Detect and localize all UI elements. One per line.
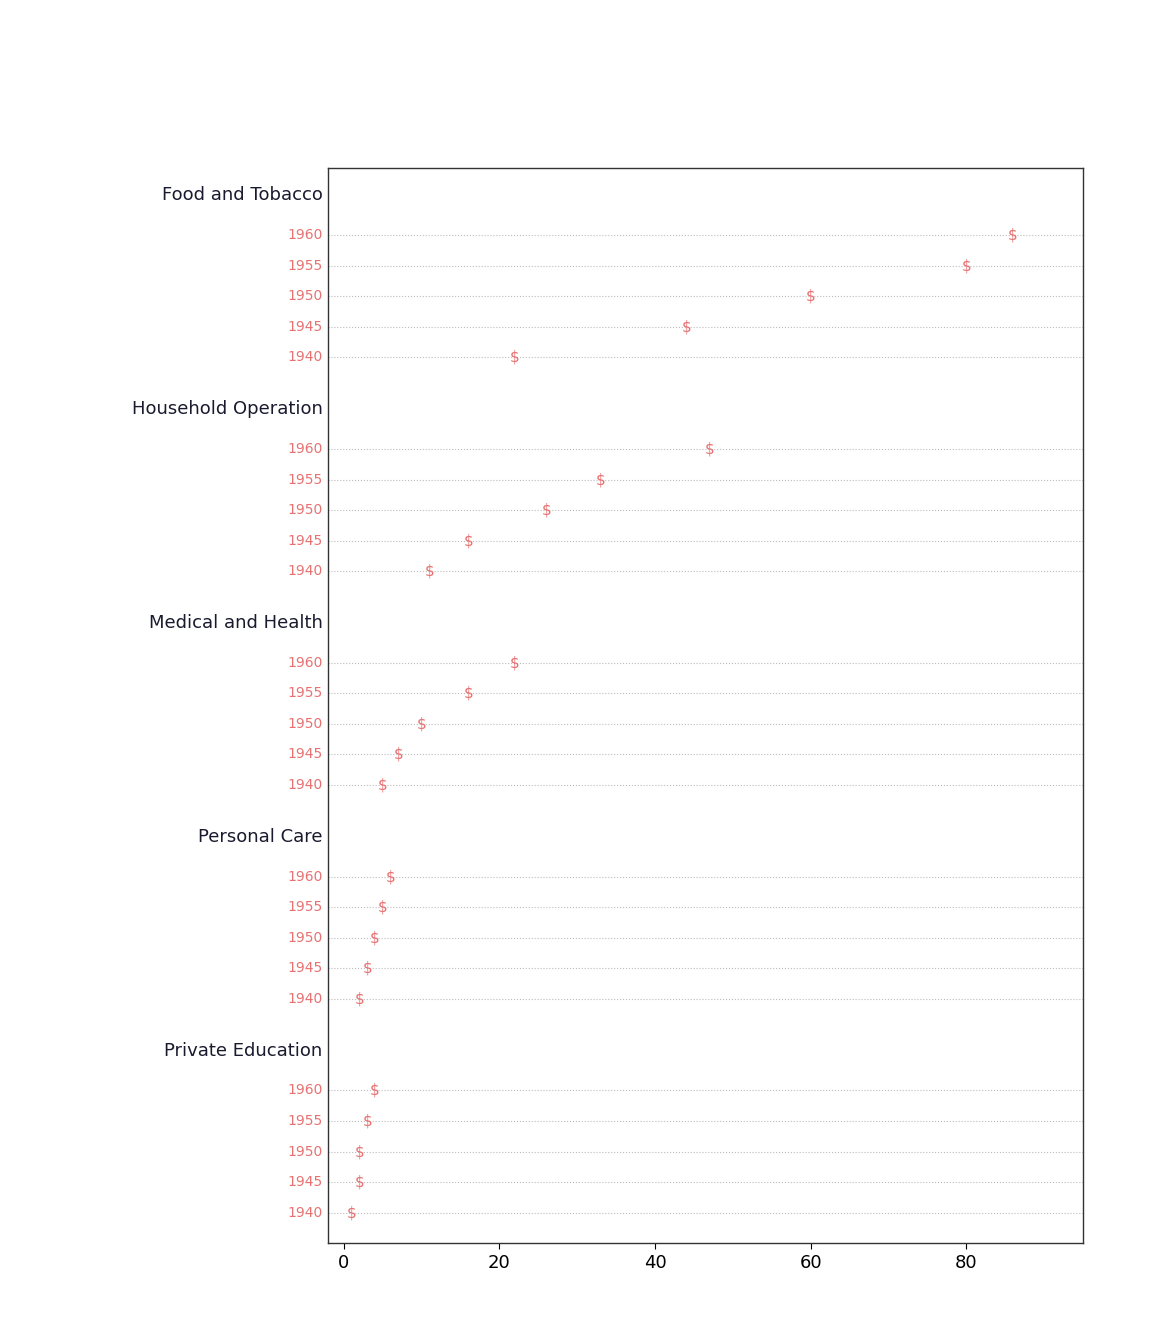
- Text: $: $: [355, 1144, 364, 1159]
- Text: $: $: [1008, 227, 1017, 243]
- Text: $: $: [378, 778, 387, 793]
- Text: $: $: [370, 1083, 380, 1098]
- Text: 1945: 1945: [287, 320, 323, 333]
- Text: $: $: [463, 534, 473, 548]
- Text: 1960: 1960: [287, 442, 323, 456]
- Text: 1950: 1950: [287, 289, 323, 304]
- Text: 1950: 1950: [287, 716, 323, 731]
- Text: 1940: 1940: [287, 1206, 323, 1219]
- Text: $: $: [510, 349, 520, 364]
- Text: Private Education: Private Education: [165, 1042, 323, 1060]
- Text: $: $: [347, 1206, 356, 1220]
- Text: 1940: 1940: [287, 992, 323, 1005]
- Text: $: $: [394, 747, 403, 762]
- Text: 1955: 1955: [287, 1114, 323, 1128]
- Text: 1955: 1955: [287, 259, 323, 273]
- Text: 1940: 1940: [287, 564, 323, 578]
- Text: $: $: [425, 563, 434, 579]
- Text: 1950: 1950: [287, 503, 323, 517]
- Text: $: $: [386, 870, 395, 884]
- Text: 1950: 1950: [287, 1145, 323, 1159]
- Text: $: $: [363, 1114, 372, 1129]
- Text: $: $: [681, 320, 691, 335]
- Text: $: $: [541, 503, 551, 517]
- Text: $: $: [596, 472, 606, 487]
- Text: 1960: 1960: [287, 1083, 323, 1098]
- Text: Personal Care: Personal Care: [198, 828, 323, 845]
- Text: $: $: [378, 899, 387, 915]
- Text: Food and Tobacco: Food and Tobacco: [161, 187, 323, 204]
- Text: $: $: [370, 930, 380, 945]
- Text: $: $: [417, 716, 426, 731]
- Text: $: $: [510, 656, 520, 671]
- Text: $: $: [463, 685, 473, 700]
- Text: 1950: 1950: [287, 931, 323, 945]
- Text: $: $: [961, 258, 971, 273]
- Text: 1945: 1945: [287, 1175, 323, 1189]
- Text: Medical and Health: Medical and Health: [149, 614, 323, 632]
- Text: $: $: [363, 961, 372, 976]
- Text: 1940: 1940: [287, 351, 323, 364]
- Text: Household Operation: Household Operation: [131, 401, 323, 418]
- Text: 1960: 1960: [287, 656, 323, 669]
- Text: 1945: 1945: [287, 747, 323, 762]
- Text: 1940: 1940: [287, 778, 323, 792]
- Text: 1945: 1945: [287, 534, 323, 547]
- Text: 1955: 1955: [287, 687, 323, 700]
- Text: 1955: 1955: [287, 473, 323, 487]
- Text: $: $: [705, 442, 714, 457]
- Text: 1955: 1955: [287, 900, 323, 914]
- Text: 1960: 1960: [287, 870, 323, 883]
- Text: 1945: 1945: [287, 961, 323, 976]
- Text: $: $: [355, 1175, 364, 1189]
- Text: $: $: [355, 992, 364, 1007]
- Text: $: $: [805, 289, 816, 304]
- Text: 1960: 1960: [287, 228, 323, 242]
